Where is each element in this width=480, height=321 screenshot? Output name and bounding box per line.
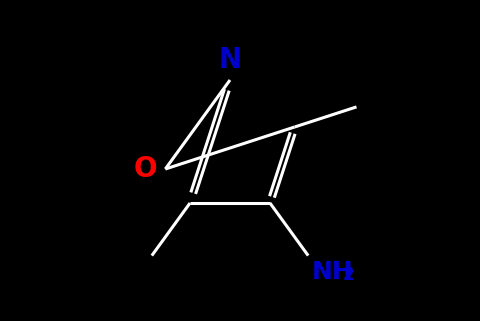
Text: 2: 2 (341, 265, 353, 283)
Text: O: O (133, 155, 157, 183)
Text: NH: NH (312, 260, 353, 283)
Text: N: N (218, 46, 241, 74)
